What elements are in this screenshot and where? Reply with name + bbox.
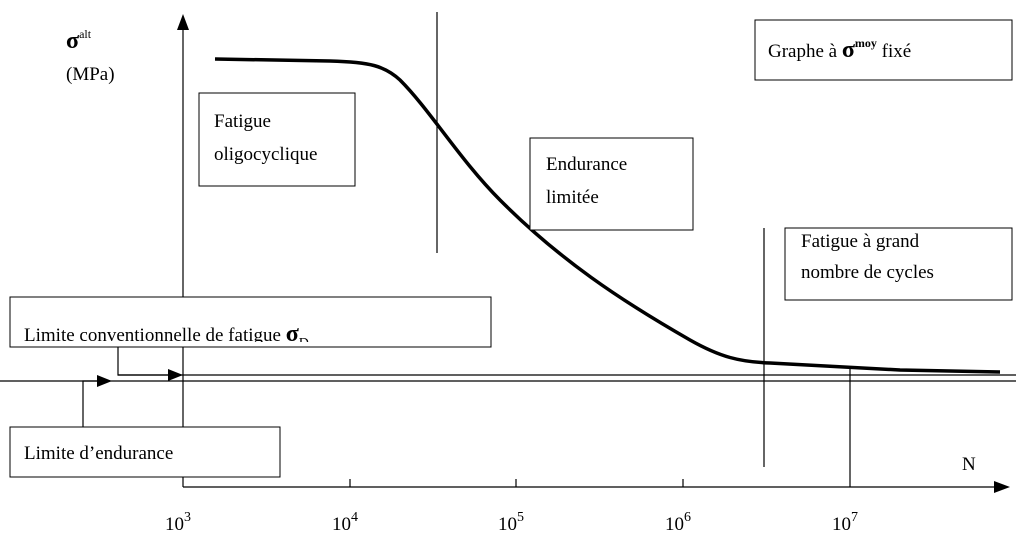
zone-label: Fatigue à grand [801, 231, 920, 252]
x-tick-label: 103 [165, 510, 191, 535]
x-ticks [349, 479, 684, 487]
y-axis-unit: (MPa) [66, 64, 115, 85]
x-axis-label: N [962, 454, 976, 475]
zone-box [529, 137, 694, 231]
y-axis-label: σalt [66, 27, 92, 54]
limit-label: Limite conventionnelle de fatigue σD [24, 321, 309, 351]
arrow-head [168, 369, 183, 381]
zone-label: Endurance [546, 154, 627, 175]
leader [117, 347, 170, 376]
limit-box [9, 426, 281, 478]
x-tick-labels: 103 104 105 106 107 [165, 510, 858, 535]
x-tick-label: 105 [498, 510, 524, 535]
arrow-head [177, 14, 189, 30]
title: Graphe à σmoy fixé [768, 36, 911, 63]
zone-label: Fatigue [214, 111, 271, 132]
zone-label: nombre de cycles [801, 262, 934, 283]
zone-label: oligocyclique [214, 144, 317, 165]
x-tick-label: 106 [665, 510, 691, 535]
x-tick-label: 104 [332, 510, 358, 535]
zone-box [198, 92, 356, 187]
arrow-head [97, 375, 112, 387]
limit-box [9, 296, 492, 348]
limit-label: Limite d’endurance [24, 443, 173, 464]
x-tick-label: 107 [832, 510, 858, 535]
wohler-curve [214, 57, 1001, 374]
arrow-head [994, 481, 1010, 493]
title-box [754, 19, 1013, 81]
zone-label: limitée [546, 187, 599, 208]
leader [82, 380, 100, 427]
zone-box [784, 227, 1013, 301]
